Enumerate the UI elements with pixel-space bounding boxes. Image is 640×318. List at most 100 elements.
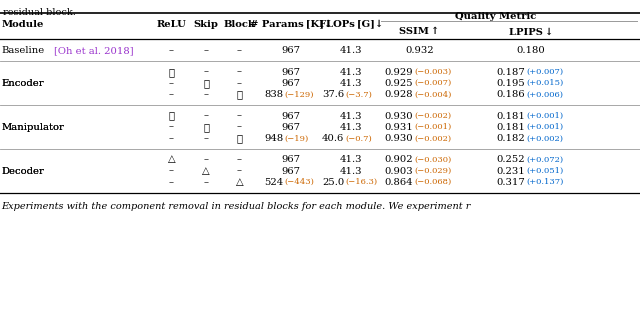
Text: (−0.002): (−0.002) [414, 112, 451, 120]
Text: (+0.137): (+0.137) [526, 178, 563, 186]
Text: (−129): (−129) [285, 90, 314, 99]
Text: 0.931: 0.931 [384, 123, 413, 132]
Text: Quality Metric: Quality Metric [456, 12, 536, 21]
Text: 41.3: 41.3 [339, 79, 362, 88]
Text: –: – [204, 68, 209, 77]
Text: –: – [237, 68, 242, 77]
Text: –: – [169, 167, 174, 176]
Text: (+0.002): (+0.002) [526, 134, 563, 142]
Text: 967: 967 [282, 123, 301, 132]
Text: ✗: ✗ [236, 90, 243, 99]
Text: (+0.072): (+0.072) [526, 156, 563, 164]
Text: (+0.006): (+0.006) [526, 90, 563, 99]
Text: Encoder: Encoder [1, 79, 44, 88]
Text: (+0.001): (+0.001) [526, 123, 563, 131]
Text: –: – [237, 123, 242, 132]
Text: 0.195: 0.195 [496, 79, 525, 88]
Text: –: – [237, 79, 242, 88]
Text: –: – [237, 156, 242, 164]
Text: (−0.007): (−0.007) [414, 79, 451, 87]
Text: Experiments with the component removal in residual blocks for each module. We ex: Experiments with the component removal i… [1, 202, 470, 211]
Text: (−3.7): (−3.7) [346, 90, 372, 99]
Text: 0.930: 0.930 [384, 134, 413, 143]
Text: △: △ [168, 156, 175, 164]
Text: SSIM ↑: SSIM ↑ [399, 27, 439, 36]
Text: 0.187: 0.187 [496, 68, 525, 77]
Text: –: – [169, 134, 174, 143]
Text: (+0.015): (+0.015) [526, 79, 563, 87]
Text: –: – [204, 178, 209, 187]
Text: 25.0: 25.0 [322, 178, 344, 187]
Text: 41.3: 41.3 [339, 167, 362, 176]
Text: –: – [169, 90, 174, 99]
Text: (−19): (−19) [285, 134, 309, 142]
Text: –: – [204, 46, 209, 55]
Text: ✗: ✗ [203, 79, 209, 88]
Text: FLOPs [G]↓: FLOPs [G]↓ [319, 20, 383, 29]
Text: ✗: ✗ [168, 68, 175, 77]
Text: ReLU: ReLU [157, 20, 186, 29]
Text: (−0.004): (−0.004) [414, 90, 451, 99]
Text: 37.6: 37.6 [322, 90, 344, 99]
Text: 41.3: 41.3 [339, 46, 362, 55]
Text: 838: 838 [264, 90, 284, 99]
Text: 0.930: 0.930 [384, 112, 413, 121]
Text: Decoder: Decoder [1, 167, 44, 176]
Text: 0.186: 0.186 [496, 90, 525, 99]
Text: (−0.7): (−0.7) [346, 134, 372, 142]
Text: –: – [237, 46, 242, 55]
Text: 0.180: 0.180 [517, 46, 545, 55]
Text: –: – [237, 112, 242, 121]
Text: 524: 524 [264, 178, 284, 187]
Text: 0.929: 0.929 [384, 68, 413, 77]
Text: △: △ [236, 178, 243, 187]
Text: Manipulator: Manipulator [1, 123, 64, 132]
Text: 0.903: 0.903 [384, 167, 413, 176]
Text: 0.317: 0.317 [496, 178, 525, 187]
Text: 967: 967 [282, 46, 301, 55]
Text: 967: 967 [282, 68, 301, 77]
Text: (−0.030): (−0.030) [414, 156, 451, 164]
Text: 0.902: 0.902 [384, 156, 413, 164]
Text: ✗: ✗ [168, 112, 175, 121]
Text: (+0.001): (+0.001) [526, 112, 563, 120]
Text: 0.864: 0.864 [384, 178, 413, 187]
Text: –: – [237, 167, 242, 176]
Text: 41.3: 41.3 [339, 112, 362, 121]
Text: –: – [204, 112, 209, 121]
Text: Baseline: Baseline [1, 46, 45, 55]
Text: 41.3: 41.3 [339, 123, 362, 132]
Text: 0.928: 0.928 [384, 90, 413, 99]
Text: (−0.068): (−0.068) [414, 178, 451, 186]
Text: 0.925: 0.925 [384, 79, 413, 88]
Text: 0.182: 0.182 [496, 134, 525, 143]
Text: 41.3: 41.3 [339, 156, 362, 164]
Text: 0.181: 0.181 [496, 112, 525, 121]
Text: –: – [204, 90, 209, 99]
Text: LPIPS ↓: LPIPS ↓ [509, 27, 554, 36]
Text: (−0.001): (−0.001) [414, 123, 451, 131]
Text: (+0.051): (+0.051) [526, 167, 563, 175]
Text: 967: 967 [282, 167, 301, 176]
Text: ✗: ✗ [203, 123, 209, 132]
Text: –: – [204, 134, 209, 143]
Text: ✗: ✗ [236, 134, 243, 143]
Text: Encoder: Encoder [1, 79, 44, 88]
Text: –: – [169, 79, 174, 88]
Text: (−0.029): (−0.029) [414, 167, 451, 175]
Text: 967: 967 [282, 79, 301, 88]
Text: –: – [204, 156, 209, 164]
Text: 0.932: 0.932 [405, 46, 433, 55]
Text: 0.252: 0.252 [496, 156, 525, 164]
Text: 41.3: 41.3 [339, 68, 362, 77]
Text: Module: Module [1, 20, 44, 29]
Text: (−0.002): (−0.002) [414, 134, 451, 142]
Text: Skip: Skip [194, 20, 218, 29]
Text: 967: 967 [282, 112, 301, 121]
Text: Block: Block [223, 20, 255, 29]
Text: (+0.007): (+0.007) [526, 68, 563, 76]
Text: 967: 967 [282, 156, 301, 164]
Text: [Oh et al. 2018]: [Oh et al. 2018] [54, 46, 134, 55]
Text: residual block.: residual block. [3, 8, 76, 17]
Text: Decoder: Decoder [1, 167, 44, 176]
